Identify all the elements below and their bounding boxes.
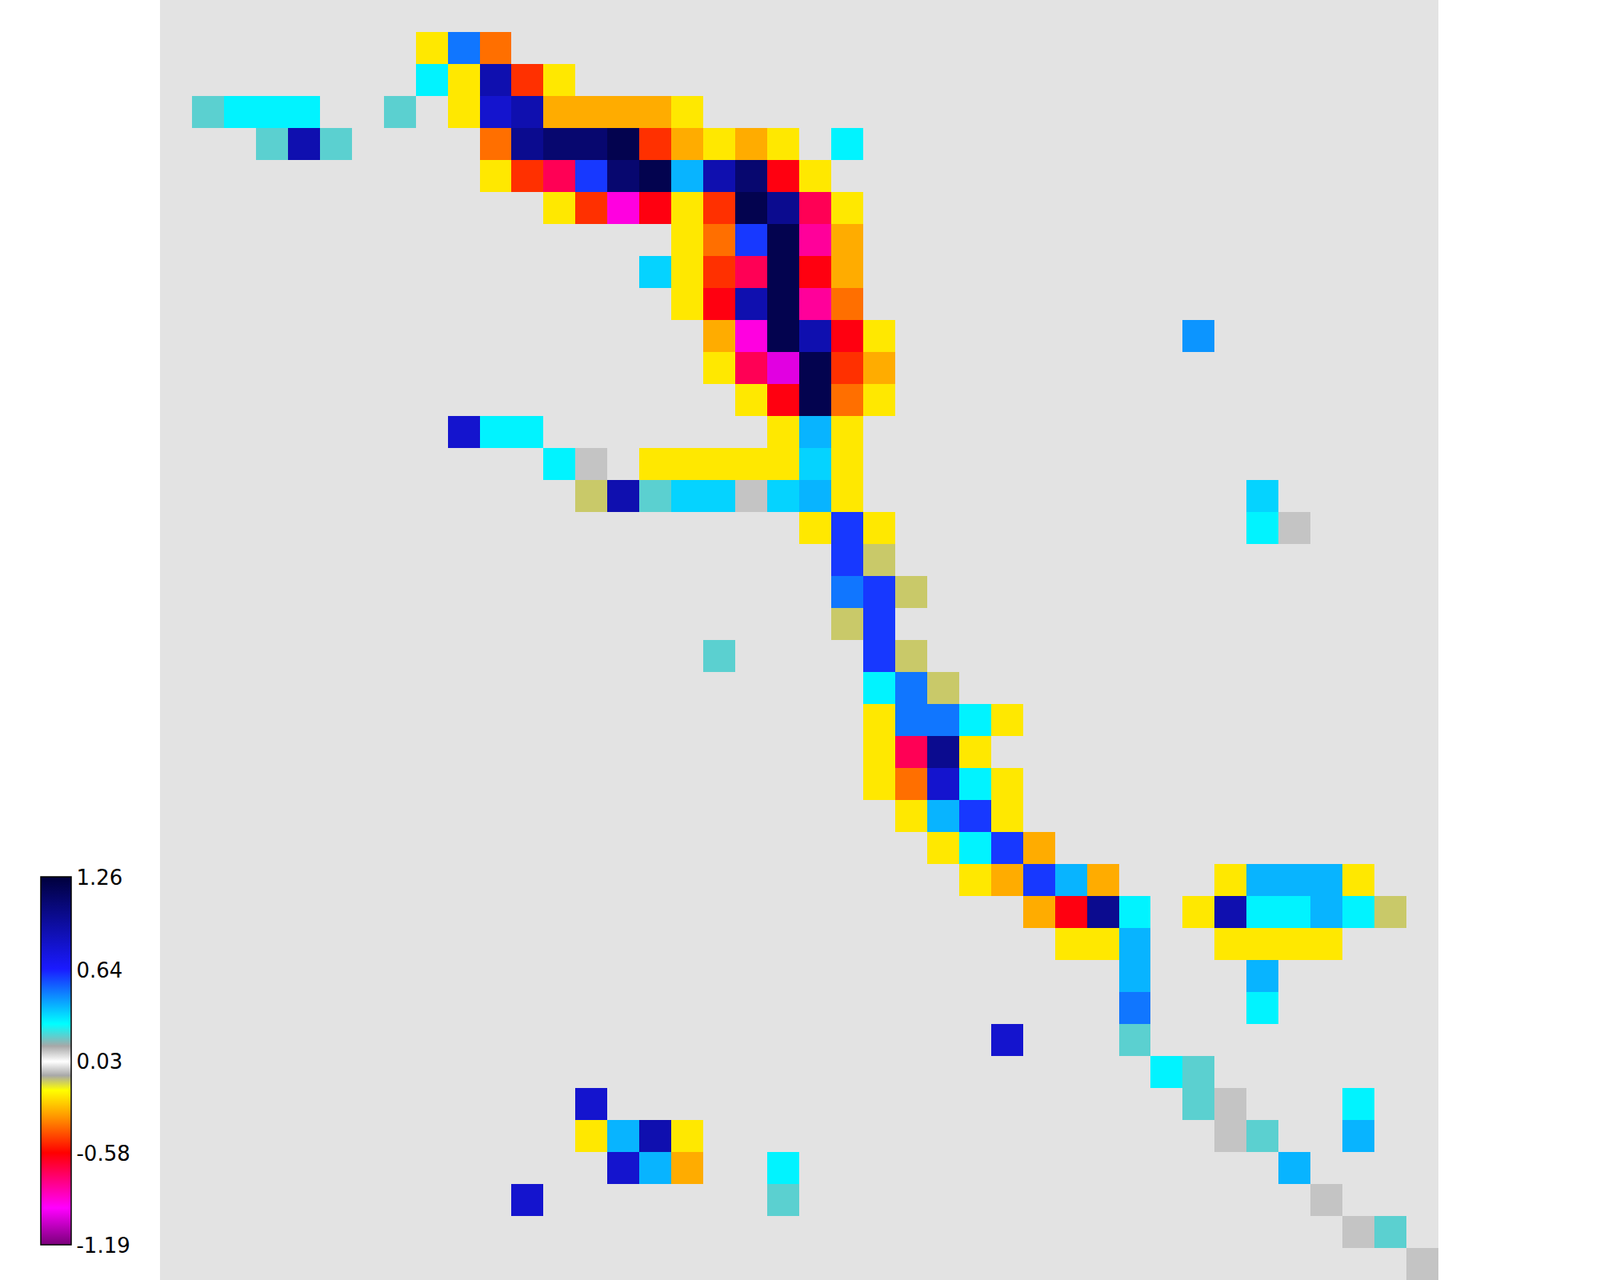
svg-text:1.26: 1.26 <box>76 865 123 890</box>
svg-text:-1.19: -1.19 <box>76 1233 130 1258</box>
svg-text:-0.58: -0.58 <box>76 1141 130 1166</box>
svg-text:0.64: 0.64 <box>76 958 123 983</box>
svg-text:0.03: 0.03 <box>76 1049 123 1074</box>
